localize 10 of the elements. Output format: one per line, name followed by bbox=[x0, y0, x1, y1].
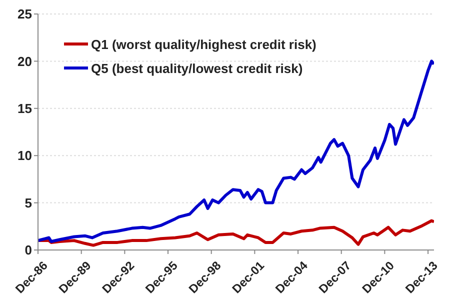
y-tick-label: 10 bbox=[18, 148, 32, 164]
y-tick-label: 20 bbox=[18, 54, 32, 69]
y-tick-label: 25 bbox=[18, 6, 32, 22]
line-series bbox=[38, 219, 434, 247]
legend-label: Q1 (worst quality/highest credit risk) bbox=[91, 36, 316, 52]
legend-label: Q5 (best quality/lowest credit risk) bbox=[91, 60, 303, 76]
line-series bbox=[38, 60, 434, 244]
y-tick-label: 5 bbox=[24, 195, 32, 210]
y-tick-label: 15 bbox=[18, 101, 32, 116]
y-tick-label: 0 bbox=[24, 242, 32, 258]
